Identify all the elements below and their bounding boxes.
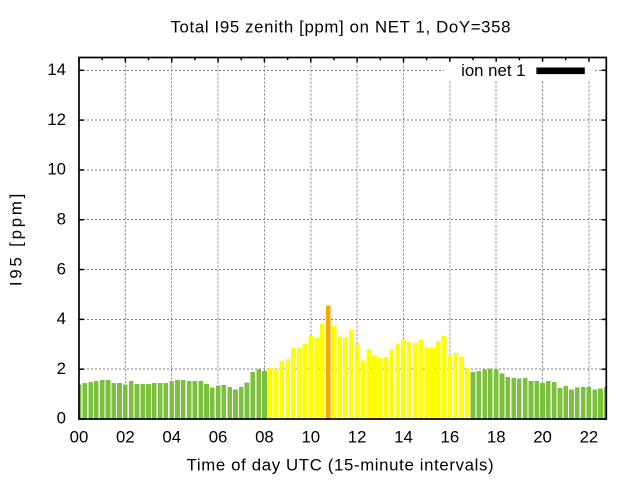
svg-text:16: 16: [441, 428, 460, 447]
svg-text:4: 4: [57, 309, 66, 328]
svg-text:02: 02: [116, 428, 135, 447]
svg-text:00: 00: [70, 428, 89, 447]
svg-text:0: 0: [57, 409, 66, 428]
svg-text:20: 20: [533, 428, 552, 447]
svg-text:I95 [ppm]: I95 [ppm]: [6, 194, 25, 287]
svg-text:2: 2: [57, 359, 66, 378]
svg-text:12: 12: [348, 428, 367, 447]
svg-text:12: 12: [47, 110, 66, 129]
svg-text:10: 10: [301, 428, 320, 447]
svg-text:ion net 1: ion net 1: [461, 61, 525, 80]
svg-text:14: 14: [47, 60, 66, 79]
svg-text:8: 8: [57, 209, 66, 228]
svg-text:04: 04: [162, 428, 181, 447]
svg-text:14: 14: [394, 428, 413, 447]
svg-text:Total I95 zenith [ppm] on NET: Total I95 zenith [ppm] on NET 1, DoY=358: [171, 18, 511, 37]
svg-text:22: 22: [580, 428, 599, 447]
svg-text:06: 06: [209, 428, 228, 447]
svg-text:08: 08: [255, 428, 274, 447]
svg-text:Time of day UTC (15-minute int: Time of day UTC (15-minute intervals): [187, 456, 494, 475]
svg-text:18: 18: [487, 428, 506, 447]
svg-text:10: 10: [47, 160, 66, 179]
svg-text:6: 6: [57, 259, 66, 278]
